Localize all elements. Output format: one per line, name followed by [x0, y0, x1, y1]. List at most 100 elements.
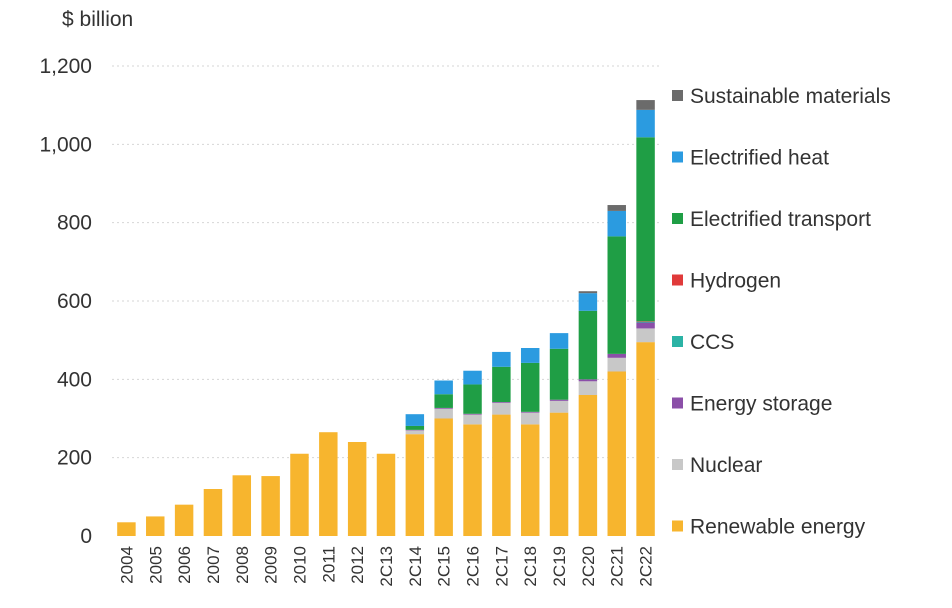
bars [117, 100, 655, 537]
x-tick-label: 2009 [262, 546, 281, 584]
legend-label: Sustainable materials [690, 85, 891, 108]
bar-segment [463, 424, 482, 537]
x-tick-label: 2007 [204, 546, 223, 584]
bar-segment [636, 137, 655, 322]
x-tick-label: 2005 [146, 546, 165, 584]
legend-label: Electrified heat [690, 147, 829, 170]
x-tick-label: 2006 [175, 546, 194, 584]
bar-segment [319, 432, 338, 536]
bar-segment [463, 384, 482, 414]
bar-segment [434, 407, 453, 409]
bar-segment [549, 399, 569, 401]
bar-segment [636, 342, 655, 537]
bar-segment [492, 402, 511, 403]
y-tick-label: 1,000 [39, 133, 92, 156]
bar-segment [549, 400, 569, 413]
bar-segment [405, 425, 425, 430]
x-tick-label: 2008 [233, 546, 252, 584]
bar-segment [549, 333, 569, 349]
x-tick-label: 2010 [291, 546, 310, 584]
bar-segment [520, 348, 540, 363]
bar-segment [434, 408, 453, 419]
bar-segment [636, 109, 655, 138]
bar-segment [520, 362, 540, 412]
x-tick-label: 2C13 [377, 546, 396, 587]
legend-label: Electrified transport [690, 208, 871, 231]
legend-label: Renewable energy [690, 516, 866, 539]
legend-swatch [672, 90, 683, 101]
bar-segment [607, 371, 626, 536]
legend-swatch [672, 459, 683, 470]
bar-segment [405, 429, 425, 431]
bar-segment [607, 236, 626, 354]
bar-segment [549, 348, 569, 400]
x-axis-ticks: 2004 2005 2006 2007 2008 2009 2010 2011 2012 2C13… [117, 546, 655, 587]
bar-segment [492, 414, 511, 536]
bar-segment [607, 353, 626, 358]
y-unit-label: $ billion [62, 8, 133, 31]
bar-segment [463, 413, 482, 415]
bar-segment [347, 442, 367, 536]
bar-segment [261, 476, 280, 536]
bar-segment [463, 370, 482, 385]
bar-segment [434, 418, 453, 536]
x-tick-label: 2C15 [435, 546, 454, 587]
y-tick-label: 200 [57, 447, 92, 470]
bar-segment [290, 453, 309, 536]
x-tick-label: 2C21 [608, 546, 627, 587]
bar-segment [578, 381, 598, 395]
bar-segment [578, 293, 598, 311]
bar-segment [463, 414, 482, 425]
bar-segment [520, 411, 540, 413]
bar-segment [492, 366, 511, 403]
bar-segment [405, 430, 425, 435]
x-tick-label: 2004 [117, 546, 136, 584]
bar-segment [405, 414, 425, 426]
legend-swatch [672, 520, 683, 532]
bar-segment [578, 310, 598, 380]
legend-swatch [672, 336, 683, 347]
bar-segment [520, 412, 540, 425]
bar-segment [636, 100, 655, 110]
y-tick-label: 400 [57, 368, 92, 391]
bar-segment [636, 328, 655, 343]
bar-segment [578, 395, 598, 536]
y-tick-label: 600 [57, 290, 92, 313]
bar-segment [492, 402, 511, 415]
x-tick-label: 2C20 [579, 546, 598, 587]
bar-segment [405, 434, 425, 536]
x-tick-label: 2C17 [492, 546, 511, 587]
x-tick-label: 2C16 [464, 546, 483, 587]
bar-segment [174, 504, 194, 536]
legend-label: CCS [690, 331, 734, 354]
bar-segment [607, 357, 626, 372]
bar-segment [492, 351, 511, 367]
bar-segment [117, 522, 136, 536]
x-tick-label: 2012 [348, 546, 367, 584]
bar-segment [434, 380, 453, 395]
x-tick-label: 2C18 [521, 546, 540, 587]
bar-segment [203, 489, 223, 536]
y-tick-label: 1,200 [39, 55, 92, 78]
bar-segment [578, 291, 598, 294]
legend: Sustainable materials Electrified heat Ele… [672, 85, 891, 539]
y-tick-label: 800 [57, 212, 92, 235]
bar-segment [636, 321, 655, 323]
legend-swatch [672, 397, 683, 409]
bar-segment [607, 210, 626, 237]
bar-segment [607, 205, 626, 211]
bar-segment [232, 475, 252, 536]
x-tick-label: 2C22 [637, 546, 656, 587]
bar-segment [434, 394, 453, 408]
legend-label: Nuclear [690, 454, 762, 477]
x-tick-label: 2C14 [406, 546, 425, 587]
legend-label: Energy storage [690, 393, 832, 416]
bar-segment [549, 412, 569, 537]
bar-segment [146, 516, 165, 536]
y-tick-label: 0 [80, 525, 92, 548]
legend-swatch [672, 274, 683, 286]
x-tick-label: 2011 [319, 546, 338, 583]
bar-segment [578, 379, 598, 382]
gridlines [112, 65, 660, 459]
